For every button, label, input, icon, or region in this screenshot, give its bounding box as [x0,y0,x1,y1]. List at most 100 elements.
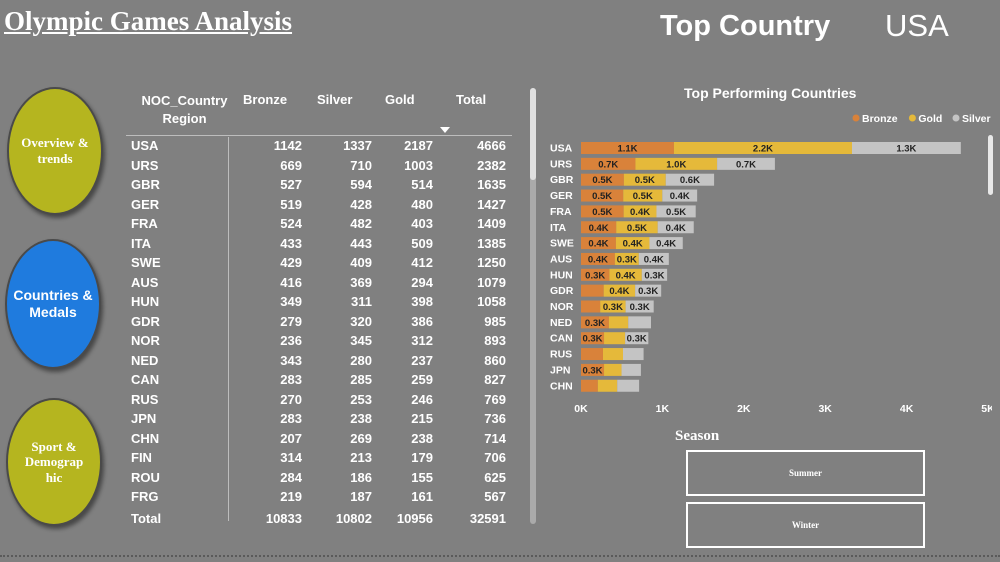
category-label-gbr: GBR [550,174,574,186]
bar-jpn-bronze[interactable] [581,363,605,376]
cell-bronze: 283 [280,411,302,426]
cell-silver: 345 [350,333,372,348]
bar-can-bronze[interactable] [581,332,605,345]
cell-country: AUS [131,274,159,290]
bar-nor-gold[interactable] [600,300,626,313]
season-winter-button[interactable]: Winter [686,502,925,548]
nav-countries-button[interactable]: Countries & Medals [5,239,101,369]
header-bronze[interactable]: Bronze [243,92,288,107]
cell-bronze: 433 [280,235,302,251]
bar-hun-silver[interactable] [641,268,668,281]
category-label-hun: HUN [550,269,573,281]
table-scrollbar-thumb[interactable] [530,88,536,180]
nav-overview-button[interactable]: Overview & trends [7,87,103,215]
cell-bronze: 283 [280,372,302,387]
cell-country: SWE [131,255,161,270]
bar-fra-bronze[interactable] [581,205,624,218]
bar-urs-gold[interactable] [635,157,718,170]
top-country-value: USA [885,8,949,43]
stacked-bar-chart: Bronze Gold Silver USA 1.1K 2.2K 1.3K URS 0.7K 1.… [550,113,992,415]
cell-total: 736 [484,411,506,426]
bar-gbr-silver[interactable] [665,173,715,186]
table-row: CHN 207 269 238 714 [126,429,512,449]
cell-bronze: 349 [280,294,302,309]
bar-ger-silver[interactable] [662,189,698,202]
cell-gold: 215 [411,411,433,426]
bar-gdr-gold[interactable] [603,284,636,297]
cell-gold: 2187 [404,138,433,153]
bar-rus-gold[interactable] [602,348,624,361]
table-row: JPN 283 238 215 736 [126,409,512,429]
bar-nor-bronze[interactable] [581,300,601,313]
bar-ita-bronze[interactable] [581,221,617,234]
data-label-hun-bronze: 0.3K [585,270,605,281]
header-gold[interactable]: Gold [385,92,415,107]
bar-gdr-silver[interactable] [635,284,662,297]
category-label-fra: FRA [550,206,572,218]
bar-hun-bronze[interactable] [581,268,610,281]
bar-jpn-gold[interactable] [604,363,622,376]
cell-gold: 509 [411,235,433,251]
cell-bronze: 669 [280,157,302,173]
table-row: USA 1142 1337 2187 4666 [126,136,512,156]
header-region[interactable]: NOC_Country Region [141,93,228,126]
bar-ned-bronze[interactable] [581,316,609,329]
bar-ned-gold[interactable] [608,316,629,329]
bar-can-gold[interactable] [604,332,626,345]
bar-ger-bronze[interactable] [581,189,624,202]
table-row: NOR 236 345 312 893 [126,331,512,351]
bar-ned-silver[interactable] [628,316,652,329]
bar-swe-gold[interactable] [615,237,650,250]
category-label-nor: NOR [550,301,574,313]
bar-swe-bronze[interactable] [581,237,616,250]
bar-swe-silver[interactable] [649,237,683,250]
header-total[interactable]: Total [456,92,487,107]
data-label-nor-gold: 0.3K [603,302,623,313]
table-body: USA 1142 1337 2187 4666 URS 669 710 1003 2382 GB… [126,136,512,507]
bar-rus-bronze[interactable] [581,348,603,361]
bar-jpn-silver[interactable] [621,363,641,376]
bar-chn-bronze[interactable] [581,379,598,392]
table-row: GBR 527 594 514 1635 [126,175,512,195]
bar-gbr-bronze[interactable] [581,173,624,186]
category-label-aus: AUS [550,253,572,265]
header-silver[interactable]: Silver [317,92,353,107]
data-label-fra-bronze: 0.5K [592,207,612,218]
bar-ita-gold[interactable] [616,221,658,234]
bar-urs-silver[interactable] [717,157,775,170]
table-row: URS 669 710 1003 2382 [126,156,512,176]
cell-silver: 710 [350,157,372,173]
nav-sport-button[interactable]: Sport & Demograp hic [6,398,102,526]
data-label-ita-bronze: 0.4K [589,223,609,234]
bar-aus-bronze[interactable] [581,252,615,265]
bar-urs-bronze[interactable] [581,157,636,170]
bar-ita-silver[interactable] [657,221,694,234]
bar-gbr-gold[interactable] [623,173,666,186]
table-scrollbar-track[interactable] [530,88,536,524]
bar-aus-silver[interactable] [638,252,669,265]
bar-nor-silver[interactable] [625,300,654,313]
season-summer-button[interactable]: Summer [686,450,925,496]
bar-rus-silver[interactable] [623,348,644,361]
bar-chn-silver[interactable] [617,379,640,392]
bar-gdr-bronze[interactable] [581,284,604,297]
legend-bronze-marker [852,114,860,122]
cell-gold: 398 [411,294,433,309]
bar-aus-gold[interactable] [614,252,639,265]
bar-usa-bronze[interactable] [581,142,674,154]
bar-fra-silver[interactable] [656,205,696,218]
bar-hun-gold[interactable] [609,268,642,281]
bar-ger-gold[interactable] [623,189,663,202]
bar-usa-silver[interactable] [851,142,961,154]
bar-usa-gold[interactable] [673,142,852,154]
table-row: RUS 270 253 246 769 [126,390,512,410]
bar-fra-gold[interactable] [623,205,657,218]
category-label-urs: URS [550,158,572,170]
bar-chn-gold[interactable] [597,379,618,392]
bar-can-silver[interactable] [625,332,649,345]
data-label-gbr-bronze: 0.5K [592,175,612,186]
data-label-urs-silver: 0.7K [736,159,756,170]
data-label-can-silver: 0.3K [627,334,647,345]
sort-descending-icon[interactable] [440,127,450,133]
chart-scrollbar[interactable] [988,135,993,195]
